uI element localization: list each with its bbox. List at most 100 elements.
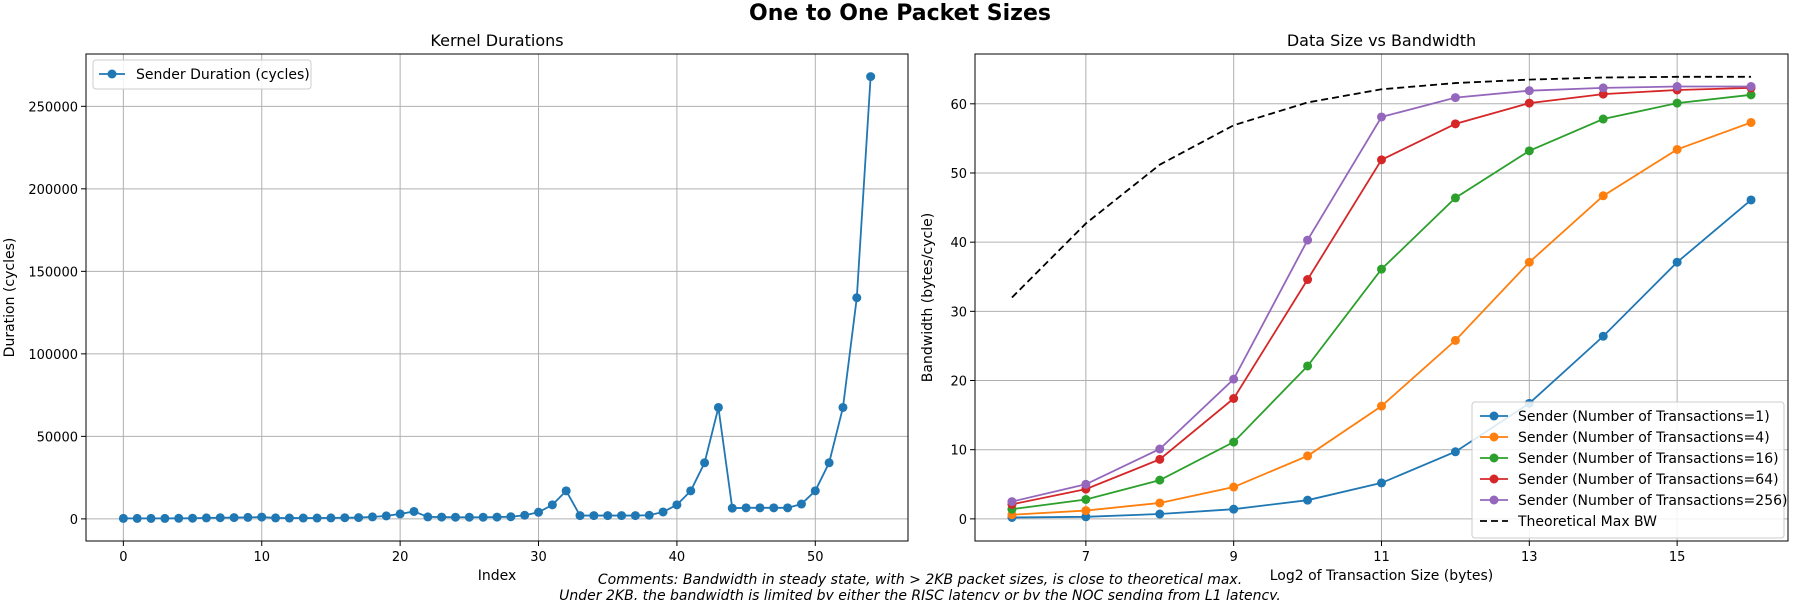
data-point bbox=[146, 513, 156, 523]
data-point bbox=[1155, 475, 1165, 485]
data-point bbox=[644, 510, 654, 520]
x-tick-label: 50 bbox=[807, 550, 824, 565]
data-point bbox=[1081, 506, 1091, 516]
data-point bbox=[1229, 504, 1239, 514]
data-point bbox=[1229, 437, 1239, 447]
legend-marker bbox=[1489, 453, 1499, 463]
data-point bbox=[284, 513, 294, 523]
data-point bbox=[1377, 264, 1386, 274]
x-axis-label: Index bbox=[478, 568, 517, 584]
x-tick-label: 30 bbox=[530, 550, 547, 565]
legend-label: Sender (Number of Transactions=16) bbox=[1518, 451, 1779, 467]
data-point bbox=[686, 486, 696, 496]
data-point bbox=[1672, 98, 1682, 108]
data-point bbox=[409, 506, 419, 516]
data-point bbox=[1155, 444, 1165, 454]
data-point bbox=[1672, 144, 1682, 154]
legend-marker bbox=[107, 69, 117, 79]
data-point bbox=[727, 503, 737, 513]
data-point bbox=[1524, 98, 1534, 108]
x-tick-label: 7 bbox=[1082, 550, 1090, 565]
x-axis-label: Log2 of Transaction Size (bytes) bbox=[1270, 568, 1494, 584]
data-point bbox=[1303, 235, 1313, 245]
data-point bbox=[243, 512, 253, 522]
data-point bbox=[1598, 331, 1608, 341]
data-point bbox=[755, 503, 765, 513]
y-axis-label: Bandwidth (bytes/cycle) bbox=[920, 213, 936, 382]
series-line-sender-duration bbox=[123, 76, 872, 520]
data-point bbox=[1450, 93, 1460, 103]
data-point bbox=[395, 509, 405, 519]
data-point bbox=[1598, 89, 1608, 99]
data-point bbox=[1155, 498, 1165, 508]
legend-box bbox=[92, 59, 312, 90]
data-point bbox=[700, 458, 710, 468]
legend-marker bbox=[1489, 411, 1499, 421]
data-point bbox=[1450, 193, 1460, 203]
data-point bbox=[423, 512, 433, 522]
x-tick-label: 13 bbox=[1521, 550, 1538, 565]
data-point bbox=[617, 511, 627, 521]
y-tick-label: 10 bbox=[950, 444, 967, 459]
data-point bbox=[1155, 509, 1165, 519]
y-tick-label: 100000 bbox=[28, 348, 78, 363]
y-tick-label: 40 bbox=[950, 236, 967, 251]
data-point bbox=[229, 513, 239, 523]
data-point bbox=[340, 513, 350, 523]
data-point bbox=[1746, 117, 1756, 127]
data-point bbox=[201, 513, 211, 523]
data-point bbox=[1524, 257, 1534, 267]
data-point bbox=[506, 512, 516, 522]
legend-marker bbox=[1489, 495, 1499, 505]
data-point bbox=[160, 513, 170, 523]
data-point bbox=[118, 513, 128, 523]
data-point bbox=[450, 512, 460, 522]
data-point bbox=[174, 513, 184, 523]
legend-label: Sender Duration (cycles) bbox=[136, 67, 310, 83]
data-point bbox=[603, 511, 613, 521]
data-point bbox=[672, 500, 682, 510]
comment-line-2: Under 2KB, the bandwidth is limited by e… bbox=[559, 588, 1281, 600]
data-point bbox=[1672, 82, 1682, 92]
data-point bbox=[561, 486, 571, 496]
x-tick-label: 15 bbox=[1669, 550, 1686, 565]
legend: Sender Duration (cycles) bbox=[92, 59, 312, 90]
x-tick-label: 10 bbox=[253, 550, 270, 565]
data-point bbox=[547, 500, 557, 510]
data-point bbox=[796, 499, 806, 509]
data-point bbox=[326, 513, 336, 523]
legend-marker bbox=[1489, 432, 1499, 442]
data-point bbox=[1672, 257, 1682, 267]
data-point bbox=[866, 72, 876, 82]
chart-title: Kernel Durations bbox=[430, 31, 563, 50]
data-point bbox=[354, 513, 364, 523]
data-point bbox=[810, 486, 820, 496]
data-point bbox=[1598, 114, 1608, 124]
y-tick-label: 20 bbox=[950, 375, 967, 390]
data-point bbox=[1081, 479, 1091, 489]
data-point bbox=[713, 402, 723, 412]
y-tick-label: 200000 bbox=[28, 183, 78, 198]
data-point bbox=[1746, 90, 1756, 100]
data-point bbox=[1155, 454, 1165, 464]
y-tick-label: 0 bbox=[959, 513, 967, 528]
x-tick-label: 9 bbox=[1230, 550, 1238, 565]
legend-marker bbox=[1489, 474, 1499, 484]
x-tick-label: 0 bbox=[119, 550, 127, 565]
data-point bbox=[1303, 495, 1313, 505]
y-tick-label: 30 bbox=[950, 305, 967, 320]
data-point bbox=[492, 512, 502, 522]
figure-suptitle: One to One Packet Sizes bbox=[749, 1, 1051, 26]
data-point bbox=[1229, 374, 1239, 384]
data-point bbox=[534, 507, 544, 517]
data-point bbox=[1746, 195, 1756, 205]
data-point bbox=[478, 512, 488, 522]
data-point bbox=[1524, 146, 1534, 156]
y-tick-label: 50000 bbox=[37, 430, 78, 445]
data-point bbox=[1450, 335, 1460, 345]
legend-label: Sender (Number of Transactions=64) bbox=[1518, 472, 1779, 488]
data-point bbox=[630, 511, 640, 521]
y-tick-label: 50 bbox=[950, 167, 967, 182]
data-point bbox=[769, 503, 779, 513]
